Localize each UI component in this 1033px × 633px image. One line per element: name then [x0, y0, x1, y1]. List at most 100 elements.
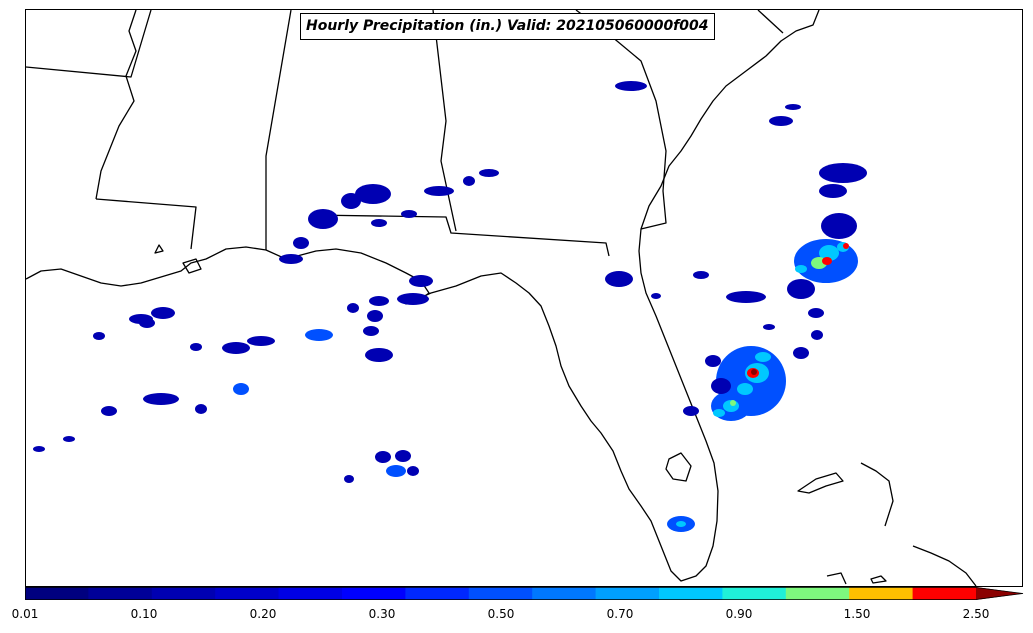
island	[912, 545, 977, 586]
precip-cell	[693, 271, 709, 279]
colorbar-tick-label: 2.50	[962, 607, 990, 621]
precip-core	[751, 369, 757, 375]
colorbar-segment	[785, 587, 850, 600]
precip-cell	[143, 393, 179, 405]
colorbar-tick-label: 0.30	[368, 607, 396, 621]
precip-cell	[407, 466, 419, 476]
precip-cell	[369, 296, 389, 306]
precip-cell	[365, 348, 393, 362]
colorbar-segment	[595, 587, 660, 600]
precip-cell	[363, 326, 379, 336]
colorbar-segment	[278, 587, 343, 600]
precip-cell	[347, 303, 359, 313]
colorbar-segment	[88, 587, 153, 600]
colorbar-tick-label: 0.70	[606, 607, 634, 621]
precip-cell	[395, 450, 411, 462]
coastline	[26, 10, 820, 582]
precip-cell	[785, 104, 801, 110]
colorbar-segment	[215, 587, 280, 600]
precip-cell	[305, 329, 333, 341]
precip-cell	[355, 184, 391, 204]
precip-cell	[819, 184, 847, 198]
colorbar-extension-arrow	[976, 587, 1023, 600]
precip-core	[795, 265, 807, 273]
state-border	[310, 214, 610, 257]
precip-cell	[151, 307, 175, 319]
island	[797, 472, 844, 494]
precip-cell	[293, 237, 309, 249]
river-boundary	[95, 10, 137, 200]
colorbar-tick-label: 0.20	[249, 607, 277, 621]
precip-cell	[139, 318, 155, 328]
precip-cell	[424, 186, 454, 196]
precip-cell	[808, 308, 824, 318]
precip-cell	[787, 279, 815, 299]
precip-cell	[479, 169, 499, 177]
precip-cell	[819, 163, 867, 183]
state-border	[757, 10, 784, 34]
precip-cell	[763, 324, 775, 330]
island	[154, 244, 164, 254]
precip-cell	[386, 465, 406, 477]
colorbar-segment	[849, 587, 914, 600]
precip-cell	[615, 81, 647, 91]
precip-cell	[247, 336, 275, 346]
precip-cell	[190, 343, 202, 351]
precip-cell	[793, 347, 809, 359]
state-border	[432, 10, 457, 232]
state-border	[95, 198, 197, 250]
colorbar-segment	[912, 587, 977, 600]
precip-cell	[409, 275, 433, 287]
colorbar	[25, 587, 1024, 600]
precip-cell	[222, 342, 250, 354]
colorbar-segment	[405, 587, 470, 600]
precip-cell	[341, 193, 361, 209]
colorbar-tick-label: 0.90	[725, 607, 753, 621]
precip-cell	[93, 332, 105, 340]
precip-cell	[367, 310, 383, 322]
precip-cell	[811, 330, 823, 340]
precip-cell	[821, 213, 857, 239]
precip-cell	[401, 210, 417, 218]
precipitation-map	[26, 10, 977, 586]
colorbar-segment	[468, 587, 533, 600]
precip-cell	[605, 271, 633, 287]
island	[870, 575, 887, 584]
colorbar-segment	[659, 587, 723, 600]
precip-cell	[705, 355, 721, 367]
precip-cell	[726, 291, 766, 303]
precip-core	[737, 383, 753, 395]
precip-core	[822, 257, 832, 265]
map-frame	[25, 9, 1023, 587]
state-border	[265, 10, 292, 250]
precip-core	[755, 352, 771, 362]
precip-core	[676, 521, 686, 527]
precipitation-layer	[33, 81, 867, 532]
precip-cell	[63, 436, 75, 442]
precip-core	[843, 243, 849, 249]
precip-cell	[101, 406, 117, 416]
island	[826, 572, 847, 585]
colorbar-tick-label: 0.01	[11, 607, 39, 621]
precip-cell	[371, 219, 387, 227]
colorbar-segment	[25, 587, 89, 600]
colorbar-segment	[722, 587, 787, 600]
colorbar-segment	[532, 587, 597, 600]
precip-core	[730, 400, 736, 406]
precip-cell	[33, 446, 45, 452]
precip-cell	[651, 293, 661, 299]
state-border	[575, 10, 667, 230]
precip-cell	[683, 406, 699, 416]
precip-core	[819, 245, 839, 261]
precip-cell	[463, 176, 475, 186]
state-border	[26, 10, 152, 78]
map-title: Hourly Precipitation (in.) Valid: 202105…	[300, 13, 715, 40]
lake-okeechobee	[665, 452, 692, 482]
precip-cell	[397, 293, 429, 305]
colorbar-tick-label: 1.50	[843, 607, 871, 621]
precip-cell	[711, 378, 731, 394]
precip-core	[713, 409, 725, 417]
precip-cell	[375, 451, 391, 463]
island	[860, 462, 894, 527]
precip-cell	[233, 383, 249, 395]
